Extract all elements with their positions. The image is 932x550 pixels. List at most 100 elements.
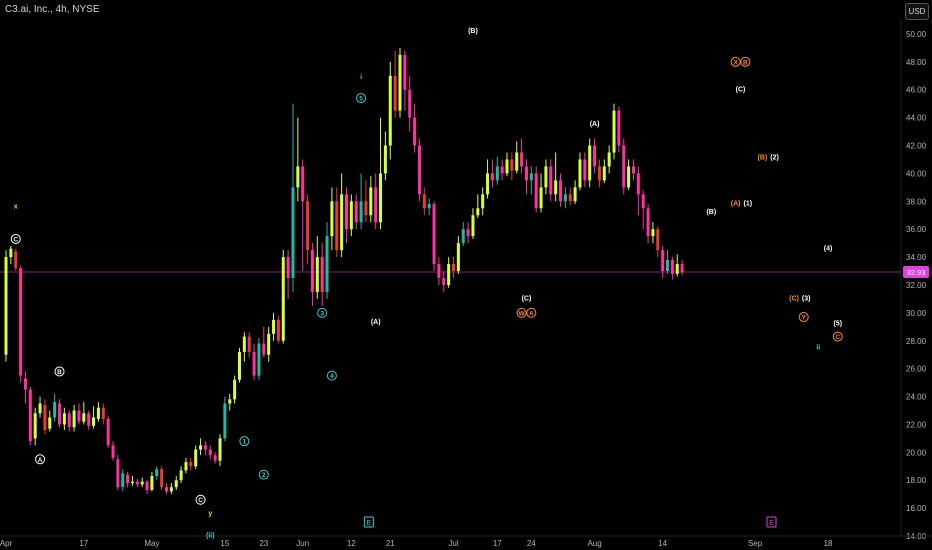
candle-body	[539, 187, 543, 209]
candle-body	[563, 194, 567, 202]
candle-body	[500, 166, 504, 174]
candle-body	[106, 418, 110, 446]
currency-button[interactable]: USD	[905, 3, 929, 20]
wave-label: 4	[330, 373, 334, 380]
wave-label-ring	[326, 370, 337, 381]
candle-body	[179, 470, 183, 481]
x-tick-label: 24	[527, 539, 536, 548]
candle-body	[233, 379, 237, 400]
x-tick-label: 23	[259, 539, 268, 548]
candle-body	[349, 201, 353, 230]
candle-body	[417, 145, 421, 195]
candle-body	[656, 229, 660, 251]
wave-label: C	[13, 236, 18, 243]
candle-body	[286, 257, 290, 278]
event-marker-label: E	[367, 520, 372, 527]
event-marker	[766, 516, 777, 528]
last-price-label: 32.93	[907, 268, 926, 277]
candle-body	[213, 455, 217, 461]
candle-body	[588, 145, 592, 181]
candle-body	[631, 166, 635, 174]
x-tick-label: 18	[824, 539, 833, 548]
candle-body	[544, 166, 548, 188]
candle-body	[320, 257, 324, 292]
candle-body	[597, 166, 601, 181]
wave-label: A	[529, 310, 534, 317]
wave-label: x	[14, 203, 18, 210]
chart-title: C3.ai, Inc., 4h, NYSE	[5, 4, 100, 15]
candle-body	[48, 417, 52, 429]
x-tick-label: Sep	[748, 539, 763, 548]
candle-body	[38, 403, 42, 414]
wave-label: 2	[262, 472, 266, 479]
candle-body	[408, 89, 412, 118]
y-tick-label: 18.00	[906, 476, 927, 485]
y-tick-label: 32.00	[906, 281, 927, 290]
wave-label-ring	[356, 93, 367, 104]
wave-label: 3	[320, 310, 324, 317]
candle-body	[228, 399, 232, 404]
wave-label: (3)	[802, 296, 811, 303]
candle-body	[62, 413, 66, 425]
candle-body	[140, 481, 144, 485]
candle-body	[160, 469, 164, 488]
wave-label: (4)	[824, 245, 833, 252]
wave-label-ring	[35, 454, 46, 465]
candle-body	[57, 403, 62, 425]
candle-body	[126, 474, 130, 484]
candle-body	[223, 403, 227, 439]
wave-label: (2)	[770, 155, 779, 162]
y-tick-label: 40.00	[906, 169, 927, 178]
candle-body	[33, 413, 37, 439]
candle-body	[568, 194, 572, 202]
candle-body	[67, 413, 71, 428]
candle-body	[398, 54, 402, 111]
candle-body	[505, 159, 509, 174]
candle-body	[82, 413, 86, 422]
candle-body	[203, 445, 207, 450]
x-tick-label: 14	[658, 539, 667, 548]
candle-body	[276, 319, 280, 341]
candle-body	[301, 166, 305, 202]
candle-body	[675, 264, 679, 274]
y-tick-label: 38.00	[906, 197, 927, 206]
candle-body	[422, 194, 426, 209]
candle-body	[272, 319, 276, 334]
candle-body	[379, 173, 383, 223]
candle-body	[310, 250, 314, 292]
candle-body	[130, 481, 134, 484]
candle-body	[306, 201, 310, 251]
candle-body	[267, 333, 271, 355]
candle-body	[520, 152, 524, 167]
candle-body	[340, 194, 344, 251]
wave-label-ring	[195, 494, 206, 505]
candle-body	[174, 480, 178, 488]
candle-body	[524, 166, 528, 181]
candle-body	[315, 257, 319, 292]
wave-label: Y	[802, 315, 807, 322]
candle-body	[456, 243, 460, 272]
wave-label: (5)	[833, 321, 842, 328]
wave-label-ring	[526, 307, 537, 318]
candle-body	[627, 166, 631, 188]
wave-label-ring	[798, 312, 809, 323]
candle-body	[583, 159, 587, 181]
x-tick-label: 12	[347, 539, 356, 548]
candle-body	[374, 187, 378, 223]
wave-label: ii	[816, 344, 820, 351]
wave-label: (ii)	[206, 533, 215, 540]
y-tick-label: 30.00	[906, 309, 927, 318]
candle-body	[495, 166, 499, 181]
candle-body	[9, 248, 13, 258]
candle-body	[135, 481, 139, 485]
candle-body	[155, 469, 159, 477]
candle-body	[165, 487, 169, 492]
candle-body	[19, 268, 23, 376]
candle-body	[383, 145, 387, 174]
candle-body	[413, 117, 417, 146]
wave-label-ring	[832, 331, 843, 342]
wave-label: B	[743, 59, 748, 66]
candle-body	[666, 259, 670, 272]
candle-body	[247, 336, 251, 352]
